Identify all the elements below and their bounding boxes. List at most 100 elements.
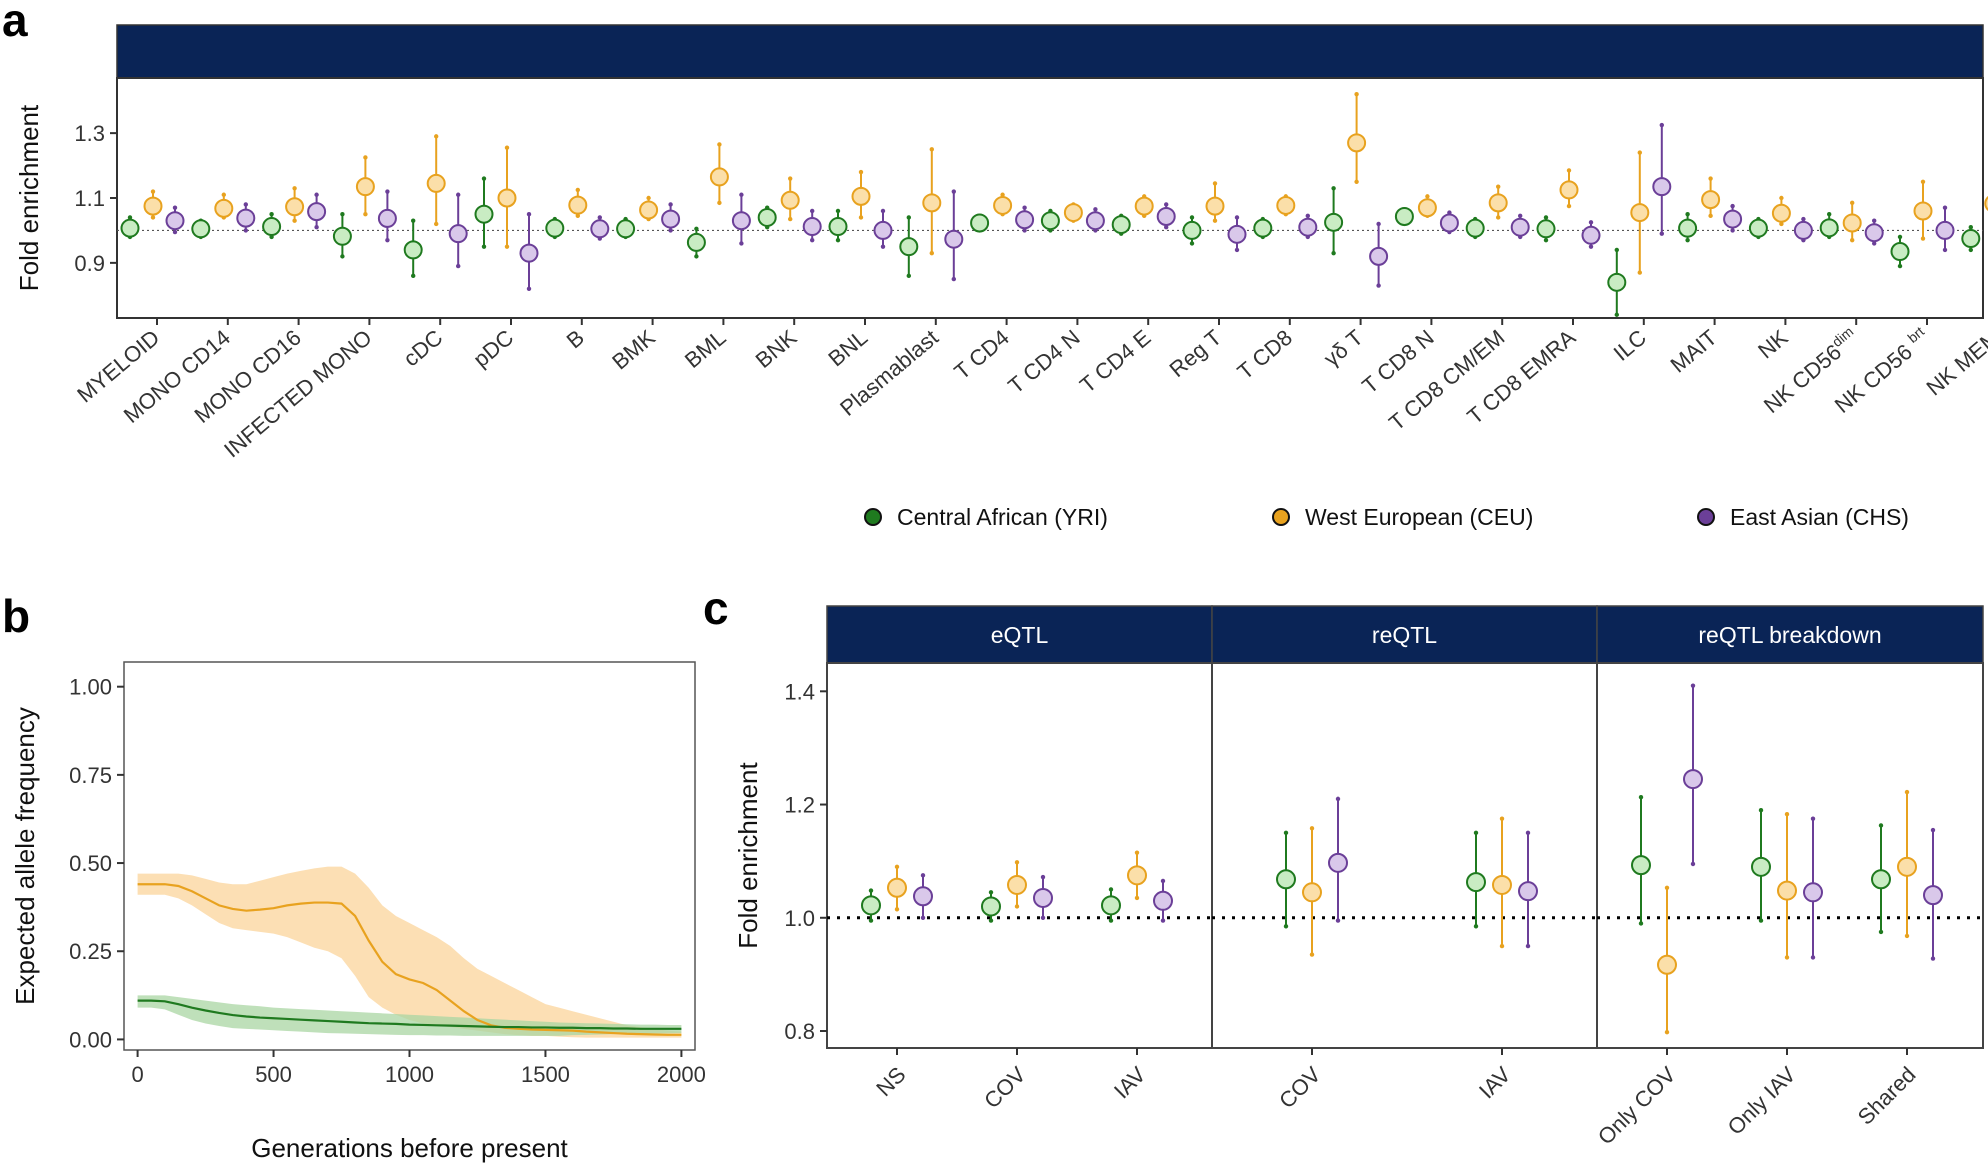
panel-c-ceu-1-1-upper-cap bbox=[1499, 816, 1505, 821]
panel-b-chart: 0.00 0.25 0.50 0.75 1.00 0 500 1000 1500 2000 Gene… bbox=[10, 661, 706, 1163]
panel-a-yri-22-upper-cap bbox=[1685, 212, 1690, 217]
panel-a-ceu-20-point bbox=[1559, 180, 1579, 200]
panel-a-xtick-text: BNK bbox=[751, 324, 802, 372]
panel-a-chs-8-point bbox=[731, 211, 751, 231]
panel-a-ceu-3-lower-cap bbox=[363, 212, 368, 217]
panel-a-chs-13-upper-cap bbox=[1093, 207, 1098, 212]
panel-a-xtick-text: BNL bbox=[823, 325, 872, 372]
panel-a-yri-26-point bbox=[1961, 229, 1981, 249]
panel-b-ytick-label: 0.75 bbox=[69, 763, 112, 788]
panel-c-yri-2-2-lower-cap bbox=[1878, 929, 1884, 935]
panel-a-ytick-label: 0.9 bbox=[74, 251, 105, 276]
panel-a-yri-25-lower-cap bbox=[1897, 263, 1903, 269]
panel-a-yri-10-upper-cap bbox=[835, 208, 841, 214]
panel-a-yri-8-point bbox=[686, 232, 706, 252]
panel-c-chs-2-1-upper-cap bbox=[1810, 816, 1816, 821]
panel-c-ceu-1-0-lower-cap bbox=[1309, 952, 1315, 957]
panel-c-yri-0-1-upper-cap bbox=[988, 890, 994, 895]
panel-c-yri-0-0-point bbox=[861, 895, 881, 916]
panel-a-yri-9-point bbox=[757, 207, 777, 227]
panel-a-ceu-21-point bbox=[1630, 203, 1650, 223]
panel-a-yri-3-lower-cap bbox=[340, 254, 345, 259]
panel-a-yri-7-point bbox=[616, 219, 636, 239]
panel-c-chs-0-2-lower-cap bbox=[1160, 918, 1166, 923]
panel-b-ytick-label: 0.25 bbox=[69, 939, 112, 964]
panel-a-yri-8-upper-cap bbox=[694, 226, 699, 232]
panel-b-xtick-label: 1000 bbox=[385, 1062, 434, 1087]
panel-c-yri-2-1-point bbox=[1751, 856, 1771, 877]
panel-a-chs-9-upper-cap bbox=[810, 208, 815, 214]
panel-a-chs-17-point bbox=[1369, 246, 1389, 266]
panel-a-ceu-5-point bbox=[497, 188, 517, 208]
panel-a-xtick-label: BNL bbox=[823, 325, 872, 372]
panel-a-ceu-11-point bbox=[922, 193, 942, 213]
panel-a-yri-24-upper-cap bbox=[1827, 212, 1832, 217]
panel-a-chs-21-point bbox=[1652, 177, 1672, 197]
panel-c-ceu-0-1-point bbox=[1007, 874, 1027, 895]
panel-c-ceu-2-1-lower-cap bbox=[1784, 955, 1790, 960]
panel-a-chs-11-upper-cap bbox=[951, 189, 956, 194]
panel-a-ceu-23-lower-cap bbox=[1779, 221, 1784, 227]
panel-a-ceu-2-upper-cap bbox=[292, 186, 297, 191]
panel-c-chs-1-1-point bbox=[1518, 881, 1538, 902]
panel-c-yri-2-0-point bbox=[1631, 855, 1651, 876]
panel-a-yri-4-upper-cap bbox=[411, 218, 416, 223]
panel-c-chs-2-1-point bbox=[1803, 882, 1823, 903]
panel-label-c: c bbox=[703, 582, 729, 634]
panel-a-ceu-11-lower-cap bbox=[929, 250, 934, 256]
panel-a-ceu-11-upper-cap bbox=[929, 147, 934, 152]
panel-a-xtick-label: BMK bbox=[607, 324, 660, 374]
panel-a-chs-5-lower-cap bbox=[526, 286, 532, 292]
panel-a-xtick-label: B bbox=[562, 325, 589, 354]
panel-c-chs-0-1-upper-cap bbox=[1040, 874, 1046, 880]
panel-a-yri-12-point bbox=[970, 213, 990, 233]
panel-a-chs-0-point bbox=[165, 211, 185, 231]
panel-b-ylabel: Expected allele frequency bbox=[10, 707, 40, 1005]
panel-c-ceu-2-2-upper-cap bbox=[1904, 789, 1910, 795]
panel-a-yri-10-point bbox=[828, 217, 848, 237]
panel-a-chs-23-upper-cap bbox=[1801, 216, 1806, 222]
panel-c-ceu-2-0-point bbox=[1657, 954, 1677, 975]
panel-c-chs-2-0-lower-cap bbox=[1690, 861, 1696, 867]
panel-a-ceu-23-point bbox=[1771, 203, 1791, 223]
panel-a-ceu-17-lower-cap bbox=[1354, 179, 1359, 184]
panel-a-chs-9-lower-cap bbox=[810, 237, 815, 243]
panel-b-xtick-label: 1500 bbox=[521, 1062, 570, 1087]
panel-a-yri-25-upper-cap bbox=[1897, 234, 1903, 240]
panel-a-yri-14-point bbox=[1111, 215, 1131, 235]
panel-a-yri-17-point bbox=[1324, 212, 1344, 232]
panel-a-xtick-text: cDC bbox=[399, 325, 448, 372]
panel-c-chart: eQTL NS COV IAV reQTL COV IAV reQTL breakdown On… bbox=[733, 605, 1984, 1150]
panel-a-yri-21-point bbox=[1607, 272, 1627, 292]
panel-a-chs-1-lower-cap bbox=[243, 228, 248, 233]
panel-a-xtick-text: B bbox=[562, 325, 589, 354]
panel-a-chs-7-upper-cap bbox=[668, 202, 673, 207]
panel-a-chs-12-point bbox=[1015, 210, 1035, 230]
panel-a-yri-20-point bbox=[1536, 219, 1556, 239]
panel-a-yri-6-point bbox=[545, 218, 565, 238]
panel-a-yri-2-upper-cap bbox=[269, 212, 274, 217]
panel-c-chs-0-0-lower-cap bbox=[920, 915, 926, 920]
panel-c-yri-2-1-lower-cap bbox=[1758, 918, 1764, 923]
panel-a-ceu-10-upper-cap bbox=[858, 169, 864, 175]
panel-a-xtick-text: pDC bbox=[468, 325, 518, 373]
panel-a-xtick-label: T CD4 E bbox=[1075, 325, 1155, 398]
panel-a-ceu-0-lower-cap bbox=[150, 215, 156, 220]
panel-a-ceu-7-point bbox=[639, 200, 659, 220]
panel-c-ceu-1-0-point bbox=[1302, 882, 1322, 903]
panel-b-xtick-label: 2000 bbox=[657, 1062, 706, 1087]
panel-a-chs-2-lower-cap bbox=[314, 224, 319, 230]
legend-key-yri bbox=[864, 508, 882, 526]
panel-a-chs-9-point bbox=[802, 217, 822, 237]
panel-a-chs-14-lower-cap bbox=[1164, 224, 1169, 230]
panel-a-ceu-15-upper-cap bbox=[1212, 181, 1218, 186]
panel-c-yri-2-1-upper-cap bbox=[1758, 808, 1764, 813]
panel-c-chs-0-0-upper-cap bbox=[920, 873, 926, 878]
panel-a-chs-25-lower-cap bbox=[1942, 247, 1948, 253]
panel-a-ceu-8-lower-cap bbox=[717, 200, 722, 206]
panel-c-chs-2-2-upper-cap bbox=[1930, 827, 1936, 833]
panel-c-xtick-label: Only COV bbox=[1593, 1062, 1681, 1150]
panel-a-ceu-4-upper-cap bbox=[434, 134, 439, 139]
panel-a-chs-20-upper-cap bbox=[1588, 220, 1594, 225]
panel-c-ceu-0-0-point bbox=[887, 877, 907, 898]
